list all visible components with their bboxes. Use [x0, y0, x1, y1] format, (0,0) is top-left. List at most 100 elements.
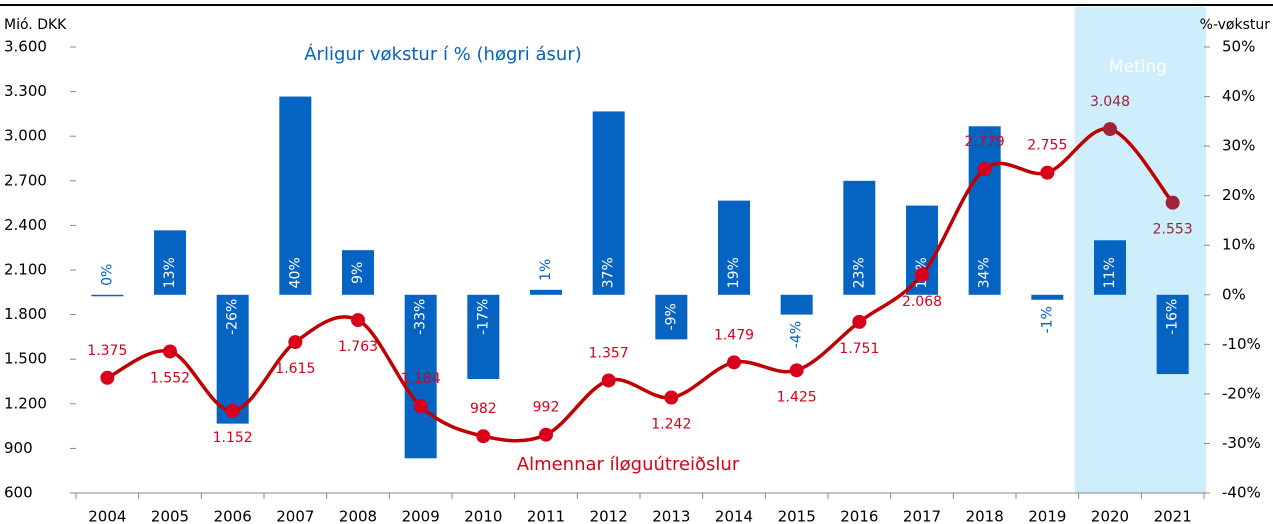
y2-axis-label: %-vøkstur	[1200, 17, 1271, 33]
bar	[467, 294, 500, 380]
annotation: Meting	[1109, 57, 1167, 77]
line-value-label: 1.242	[651, 417, 691, 433]
bar-value-label: 1%	[538, 259, 554, 281]
line-value-label: 1.375	[87, 343, 127, 359]
bar-value-label: -9%	[663, 303, 679, 330]
line-point	[1040, 165, 1055, 180]
bar-value-label: 0%	[99, 264, 115, 286]
bar-value-label: 37%	[601, 257, 617, 288]
line-point	[413, 399, 428, 414]
line-value-label: 1.552	[150, 370, 190, 386]
x-tick-label: 2014	[715, 508, 753, 524]
line-point	[539, 427, 553, 442]
bar	[655, 294, 688, 340]
line-value-label: 1.425	[777, 389, 817, 405]
y-axis-label: Mió. DKK	[4, 17, 67, 33]
bar	[1031, 294, 1064, 300]
bar-value-label: -26%	[225, 299, 241, 335]
bar	[342, 250, 374, 295]
x-tick-label: 2010	[464, 508, 502, 524]
y-tick-label: 1.500	[4, 350, 47, 368]
y-tick-label: 2.700	[4, 171, 47, 189]
annotation: Almennar íløguútreiðslur	[517, 454, 740, 475]
x-tick-label: 2021	[1154, 508, 1192, 524]
x-tick-label: 2016	[840, 508, 878, 524]
line-value-label: 2.553	[1153, 222, 1193, 238]
line-value-label: 1.763	[338, 339, 378, 355]
x-tick-label: 2018	[966, 508, 1004, 524]
bar-value-label: 34%	[977, 257, 993, 288]
y-tick-label: 3.000	[4, 127, 47, 145]
y2-tick-label: 0%	[1222, 285, 1246, 303]
line-value-label: 982	[470, 401, 497, 417]
bar-value-label: -4%	[789, 321, 805, 348]
bar	[91, 294, 124, 297]
y-tick-label: 3.300	[4, 82, 47, 100]
line-point	[351, 313, 365, 328]
line-point	[476, 429, 491, 444]
line-point	[225, 403, 240, 418]
y-tick-label: 1.200	[4, 394, 47, 412]
y2-tick-label: -40%	[1222, 484, 1261, 502]
bar	[216, 294, 249, 424]
y2-tick-label: -10%	[1222, 335, 1261, 353]
line-value-label: 2.779	[965, 134, 1005, 150]
bar	[1156, 294, 1189, 375]
line-value-label: 2.755	[1027, 138, 1067, 154]
y2-tick-label: 30%	[1222, 137, 1255, 155]
y-tick-label: 2.100	[4, 261, 47, 279]
line-value-label: 1.479	[714, 327, 754, 343]
x-tick-label: 2015	[778, 508, 816, 524]
line-value-label: 1.357	[589, 345, 629, 361]
y2-tick-label: 50%	[1222, 38, 1255, 56]
x-tick-label: 2004	[88, 508, 126, 524]
x-tick-label: 2013	[652, 508, 690, 524]
line-point	[664, 390, 679, 405]
line-point	[601, 373, 616, 388]
bar-value-label: 23%	[851, 257, 867, 288]
y2-tick-label: -30%	[1222, 434, 1261, 452]
y-tick-label: 900	[4, 439, 33, 457]
y2-tick-label: -20%	[1222, 384, 1261, 402]
line-point	[852, 314, 867, 329]
line-point	[789, 363, 804, 378]
line-point	[727, 355, 741, 370]
x-tick-label: 2009	[402, 508, 440, 524]
x-tick-label: 2011	[527, 508, 565, 524]
y-tick-label: 1.800	[4, 305, 47, 323]
bar	[404, 294, 437, 459]
line-point	[100, 370, 115, 385]
y-tick-label: 3.600	[4, 38, 47, 56]
bar	[843, 180, 876, 295]
bar-value-label: -33%	[413, 299, 429, 335]
y2-tick-label: 20%	[1222, 186, 1255, 204]
bar-value-label: 40%	[287, 257, 303, 288]
line-value-label: 1.184	[401, 371, 441, 387]
y-tick-label: 600	[4, 484, 33, 502]
x-tick-label: 2008	[339, 508, 377, 524]
annotation: Árligur vøkstur í % (høgri ásur)	[304, 43, 582, 65]
line-point	[977, 162, 992, 177]
x-tick-label: 2017	[903, 508, 941, 524]
bar-value-label: 11%	[1102, 257, 1118, 288]
line-value-label: 1.615	[275, 361, 315, 377]
bar	[530, 289, 562, 295]
line-value-label: 1.152	[213, 430, 253, 446]
bar	[592, 111, 625, 295]
bar-value-label: 9%	[350, 262, 366, 284]
bar-value-label: -16%	[1165, 299, 1181, 335]
line-point	[915, 267, 929, 282]
bar-value-label: 13%	[162, 257, 178, 288]
line-point	[1165, 195, 1180, 210]
line-value-label: 992	[533, 400, 560, 416]
line-point	[1103, 122, 1117, 137]
line-point	[288, 335, 303, 350]
bar-value-label: 19%	[726, 257, 742, 288]
x-tick-label: 2012	[590, 508, 628, 524]
bar	[1094, 240, 1126, 295]
x-tick-label: 2006	[214, 508, 252, 524]
y2-tick-label: 40%	[1222, 87, 1255, 105]
bar	[780, 294, 813, 315]
bar	[154, 230, 186, 295]
y-tick-label: 2.400	[4, 216, 47, 234]
